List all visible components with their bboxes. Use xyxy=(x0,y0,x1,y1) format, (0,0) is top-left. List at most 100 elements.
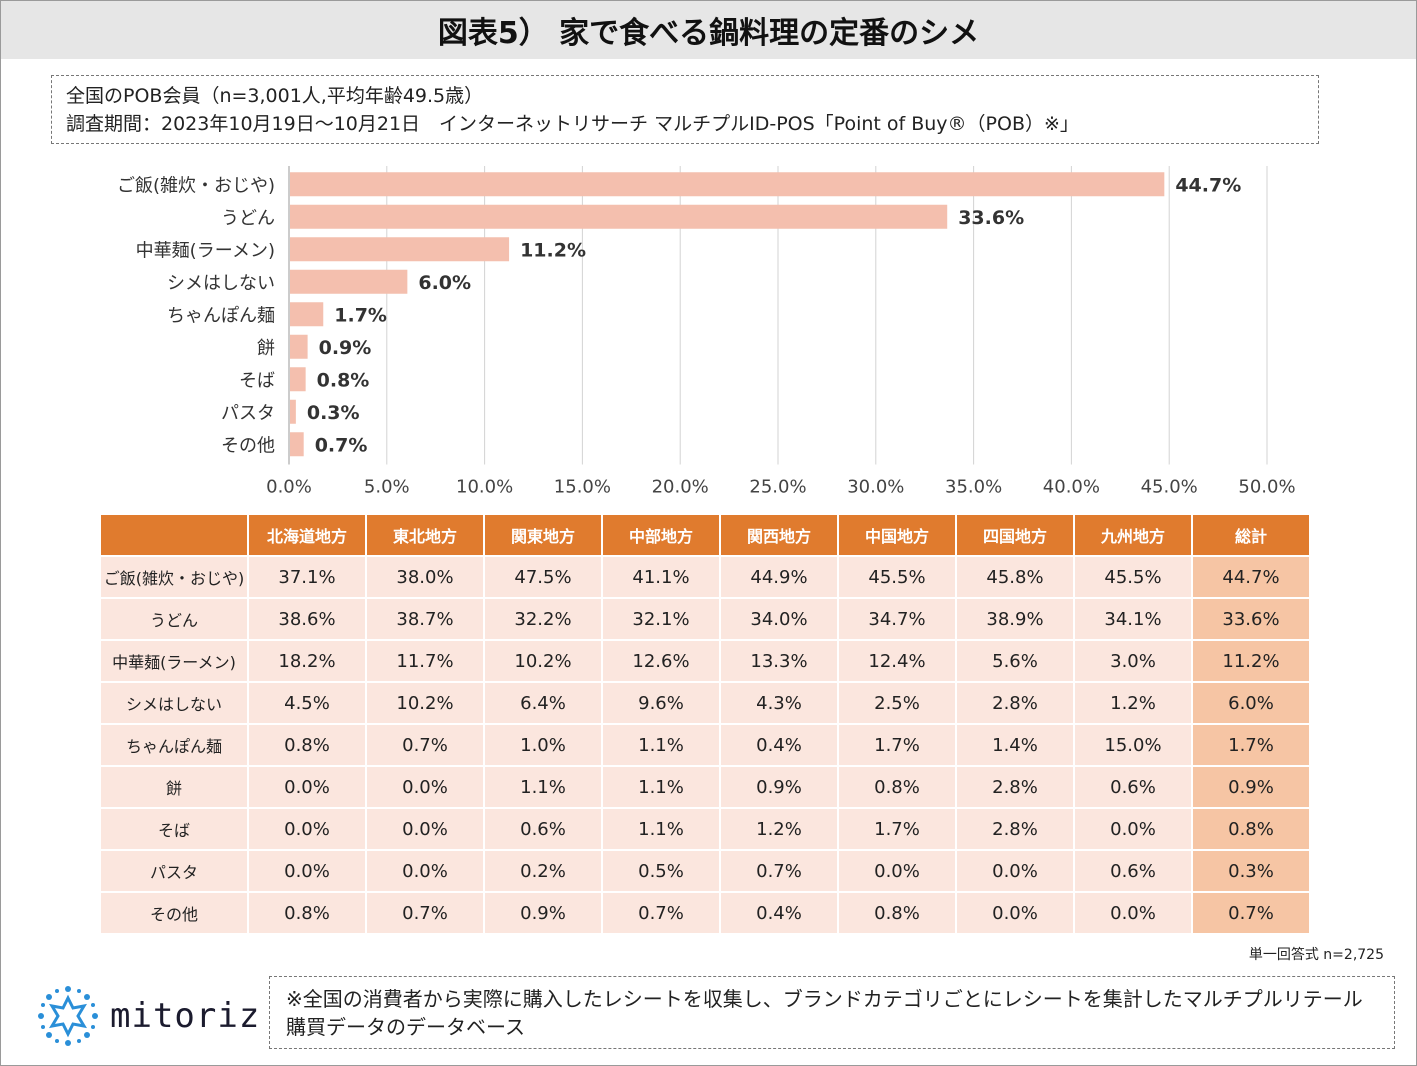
table-cell: 4.3% xyxy=(721,683,837,723)
table-cell: 47.5% xyxy=(485,557,601,597)
table-cell: 0.9% xyxy=(485,893,601,933)
data-label: 44.7% xyxy=(1175,174,1241,196)
x-tick-label: 15.0% xyxy=(554,477,611,498)
category-label: 餅 xyxy=(257,338,275,359)
table-cell: 1.1% xyxy=(603,767,719,807)
column-header: 東北地方 xyxy=(367,515,483,555)
x-tick-label: 10.0% xyxy=(456,477,513,498)
table-cell: 0.5% xyxy=(603,851,719,891)
row-label: シメはしない xyxy=(101,683,247,723)
table-cell: 44.9% xyxy=(721,557,837,597)
table-cell: 32.2% xyxy=(485,599,601,639)
total-cell: 44.7% xyxy=(1193,557,1309,597)
table-cell: 45.8% xyxy=(957,557,1073,597)
table-cell: 0.9% xyxy=(721,767,837,807)
table-corner-cell xyxy=(101,515,247,555)
table-cell: 0.8% xyxy=(839,893,955,933)
x-tick-label: 30.0% xyxy=(847,477,904,498)
category-label: ちゃんぽん麺 xyxy=(167,305,275,326)
bar xyxy=(290,204,948,229)
table-cell: 38.7% xyxy=(367,599,483,639)
x-tick-label: 50.0% xyxy=(1238,477,1295,498)
table-cell: 0.0% xyxy=(249,767,365,807)
table-cell: 0.0% xyxy=(367,809,483,849)
category-label: シメはしない xyxy=(167,273,275,294)
bar xyxy=(290,399,296,424)
table-cell: 0.0% xyxy=(839,851,955,891)
table-row: シメはしない 4.5% 10.2% 6.4% 9.6% 4.3% 2.5% 2.8% 1.2% 6… xyxy=(101,683,1309,723)
column-header: 中国地方 xyxy=(839,515,955,555)
row-label: ご飯(雑炊・おじや) xyxy=(101,557,247,597)
category-label: その他 xyxy=(221,435,275,456)
table-cell: 0.8% xyxy=(249,893,365,933)
table-cell: 38.0% xyxy=(367,557,483,597)
table-cell: 34.7% xyxy=(839,599,955,639)
bar-chart: 0.0% 5.0% 10.0% 15.0% 20.0% 25.0% 30.0% 35.0% 40… xyxy=(117,166,1296,498)
bar xyxy=(290,237,510,262)
row-label: 餅 xyxy=(101,767,247,807)
table-cell: 12.4% xyxy=(839,641,955,681)
table-cell: 38.9% xyxy=(957,599,1073,639)
table-cell: 32.1% xyxy=(603,599,719,639)
survey-sample-line: 全国のPOB会員（n=3,001人,平均年齢49.5歳） xyxy=(66,85,484,107)
table-cell: 15.0% xyxy=(1075,725,1191,765)
total-cell: 1.7% xyxy=(1193,725,1309,765)
table-cell: 34.1% xyxy=(1075,599,1191,639)
column-header: 中部地方 xyxy=(603,515,719,555)
survey-period-line: 調査期間：2023年10月19日～10月21日 インターネットリサーチ マルチプ… xyxy=(66,113,1079,135)
table-cell: 34.0% xyxy=(721,599,837,639)
row-label: その他 xyxy=(101,893,247,933)
category-label: そば xyxy=(239,370,275,391)
table-cell: 37.1% xyxy=(249,557,365,597)
table-row: その他 0.8% 0.7% 0.9% 0.7% 0.4% 0.8% 0.0% 0.0% 0.7% xyxy=(101,893,1309,933)
total-cell: 0.9% xyxy=(1193,767,1309,807)
x-tick-label: 25.0% xyxy=(749,477,806,498)
bar xyxy=(290,172,1165,197)
table-cell: 41.1% xyxy=(603,557,719,597)
column-header: 北海道地方 xyxy=(249,515,365,555)
column-header: 四国地方 xyxy=(957,515,1073,555)
x-tick-label: 20.0% xyxy=(652,477,709,498)
row-label: パスタ xyxy=(101,851,247,891)
table-row: ちゃんぽん麺 0.8% 0.7% 1.0% 1.1% 0.4% 1.7% 1.4% 15.0% 1… xyxy=(101,725,1309,765)
table-cell: 1.2% xyxy=(1075,683,1191,723)
column-header: 関東地方 xyxy=(485,515,601,555)
table-cell: 0.0% xyxy=(1075,809,1191,849)
logo-wordmark: mitoriz xyxy=(110,996,261,1036)
table-cell: 45.5% xyxy=(1075,557,1191,597)
total-cell: 11.2% xyxy=(1193,641,1309,681)
table-cell: 0.6% xyxy=(1075,767,1191,807)
table-cell: 0.0% xyxy=(367,851,483,891)
table-cell: 1.4% xyxy=(957,725,1073,765)
table-cell: 1.2% xyxy=(721,809,837,849)
data-label: 6.0% xyxy=(418,272,471,294)
data-label: 0.8% xyxy=(317,369,370,391)
category-label: 中華麺(ラーメン) xyxy=(136,240,275,261)
table-cell: 0.0% xyxy=(1075,893,1191,933)
table-cell: 0.6% xyxy=(1075,851,1191,891)
table-cell: 2.8% xyxy=(957,809,1073,849)
table-cell: 1.1% xyxy=(603,725,719,765)
table-cell: 2.8% xyxy=(957,683,1073,723)
data-label: 1.7% xyxy=(334,304,387,326)
bar xyxy=(290,367,306,392)
table-cell: 1.7% xyxy=(839,809,955,849)
table-cell: 0.8% xyxy=(839,767,955,807)
table-cell: 2.8% xyxy=(957,767,1073,807)
bar xyxy=(290,432,304,457)
survey-info-box: 全国のPOB会員（n=3,001人,平均年齢49.5歳） 調査期間：2023年1… xyxy=(51,75,1319,144)
x-tick-label: 35.0% xyxy=(945,477,1002,498)
data-label: 33.6% xyxy=(958,207,1024,229)
table-cell: 11.7% xyxy=(367,641,483,681)
table-cell: 0.4% xyxy=(721,893,837,933)
table-cell: 12.6% xyxy=(603,641,719,681)
table-cell: 4.5% xyxy=(249,683,365,723)
table-cell: 1.1% xyxy=(603,809,719,849)
table-cell: 1.0% xyxy=(485,725,601,765)
category-label: パスタ xyxy=(221,403,275,424)
page-title: 図表5） 家で食べる鍋料理の定番のシメ xyxy=(1,1,1416,59)
x-tick-label: 0.0% xyxy=(266,477,312,498)
table-row: そば 0.0% 0.0% 0.6% 1.1% 1.2% 1.7% 2.8% 0.0% 0.8% xyxy=(101,809,1309,849)
table-cell: 10.2% xyxy=(367,683,483,723)
table-row: パスタ 0.0% 0.0% 0.2% 0.5% 0.7% 0.0% 0.0% 0.6% 0.3% xyxy=(101,851,1309,891)
